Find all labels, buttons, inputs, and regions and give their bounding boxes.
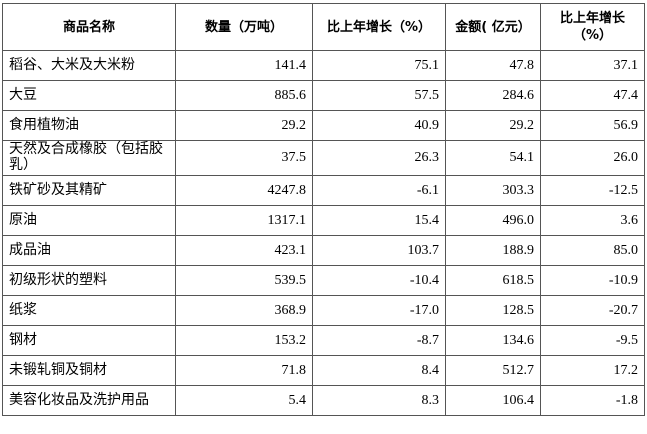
header-cell: 数量（万吨）: [175, 3, 313, 51]
value-cell: 8.3: [312, 385, 446, 416]
value-cell: -1.8: [540, 385, 645, 416]
header-cell: 金额( 亿元）: [445, 3, 541, 51]
product-name: 纸浆: [2, 295, 176, 326]
value-cell: 368.9: [175, 295, 313, 326]
header-cell: 比上年增长（%）: [540, 3, 645, 51]
value-cell: 54.1: [445, 140, 541, 176]
table-row: 大豆 885.6 57.5 284.6 47.4: [2, 80, 645, 111]
value-cell: 8.4: [312, 355, 446, 386]
table-row: 铁矿砂及其精矿 4247.8 -6.1 303.3 -12.5: [2, 175, 645, 206]
value-cell: 15.4: [312, 205, 446, 236]
value-cell: -12.5: [540, 175, 645, 206]
value-cell: 29.2: [175, 110, 313, 141]
value-cell: -10.9: [540, 265, 645, 296]
product-name: 大豆: [2, 80, 176, 111]
value-cell: 153.2: [175, 325, 313, 356]
product-name: 钢材: [2, 325, 176, 356]
table-row: 美容化妆品及洗护用品 5.4 8.3 106.4 -1.8: [2, 385, 645, 416]
value-cell: 57.5: [312, 80, 446, 111]
table-row: 原油 1317.1 15.4 496.0 3.6: [2, 205, 645, 236]
value-cell: -9.5: [540, 325, 645, 356]
product-name: 初级形状的塑料: [2, 265, 176, 296]
value-cell: 134.6: [445, 325, 541, 356]
table-row: 未锻轧铜及铜材 71.8 8.4 512.7 17.2: [2, 355, 645, 386]
value-cell: 85.0: [540, 235, 645, 266]
value-cell: 5.4: [175, 385, 313, 416]
value-cell: 26.0: [540, 140, 645, 176]
product-name: 成品油: [2, 235, 176, 266]
table-row: 初级形状的塑料 539.5 -10.4 618.5 -10.9: [2, 265, 645, 296]
value-cell: 284.6: [445, 80, 541, 111]
value-cell: 188.9: [445, 235, 541, 266]
header-row: 商品名称 数量（万吨） 比上年增长（%） 金额( 亿元） 比上年增长（%）: [2, 3, 645, 51]
value-cell: -20.7: [540, 295, 645, 326]
import-table: 商品名称 数量（万吨） 比上年增长（%） 金额( 亿元） 比上年增长（%） 稻谷、大米及…: [2, 3, 645, 416]
value-cell: 141.4: [175, 50, 313, 81]
value-cell: 26.3: [312, 140, 446, 176]
table-row: 食用植物油 29.2 40.9 29.2 56.9: [2, 110, 645, 141]
value-cell: 1317.1: [175, 205, 313, 236]
value-cell: 37.1: [540, 50, 645, 81]
value-cell: 47.8: [445, 50, 541, 81]
value-cell: 303.3: [445, 175, 541, 206]
header-cell: 比上年增长（%）: [312, 3, 446, 51]
value-cell: 71.8: [175, 355, 313, 386]
product-name: 天然及合成橡胶（包括胶乳）: [2, 140, 176, 176]
value-cell: 47.4: [540, 80, 645, 111]
table-row: 钢材 153.2 -8.7 134.6 -9.5: [2, 325, 645, 356]
value-cell: 75.1: [312, 50, 446, 81]
table-row: 成品油 423.1 103.7 188.9 85.0: [2, 235, 645, 266]
value-cell: -10.4: [312, 265, 446, 296]
table-row: 纸浆 368.9 -17.0 128.5 -20.7: [2, 295, 645, 326]
value-cell: 539.5: [175, 265, 313, 296]
product-name: 稻谷、大米及大米粉: [2, 50, 176, 81]
product-name: 原油: [2, 205, 176, 236]
product-name: 食用植物油: [2, 110, 176, 141]
header-cell: 商品名称: [2, 3, 176, 51]
value-cell: -6.1: [312, 175, 446, 206]
value-cell: 106.4: [445, 385, 541, 416]
product-name: 未锻轧铜及铜材: [2, 355, 176, 386]
value-cell: 423.1: [175, 235, 313, 266]
value-cell: 618.5: [445, 265, 541, 296]
value-cell: 4247.8: [175, 175, 313, 206]
value-cell: 3.6: [540, 205, 645, 236]
value-cell: 496.0: [445, 205, 541, 236]
table-row: 天然及合成橡胶（包括胶乳） 37.5 26.3 54.1 26.0: [2, 140, 645, 176]
value-cell: -17.0: [312, 295, 446, 326]
value-cell: 17.2: [540, 355, 645, 386]
value-cell: 103.7: [312, 235, 446, 266]
value-cell: 40.9: [312, 110, 446, 141]
product-name: 美容化妆品及洗护用品: [2, 385, 176, 416]
value-cell: -8.7: [312, 325, 446, 356]
value-cell: 885.6: [175, 80, 313, 111]
value-cell: 37.5: [175, 140, 313, 176]
value-cell: 128.5: [445, 295, 541, 326]
value-cell: 56.9: [540, 110, 645, 141]
value-cell: 512.7: [445, 355, 541, 386]
table-row: 稻谷、大米及大米粉 141.4 75.1 47.8 37.1: [2, 50, 645, 81]
product-name: 铁矿砂及其精矿: [2, 175, 176, 206]
value-cell: 29.2: [445, 110, 541, 141]
